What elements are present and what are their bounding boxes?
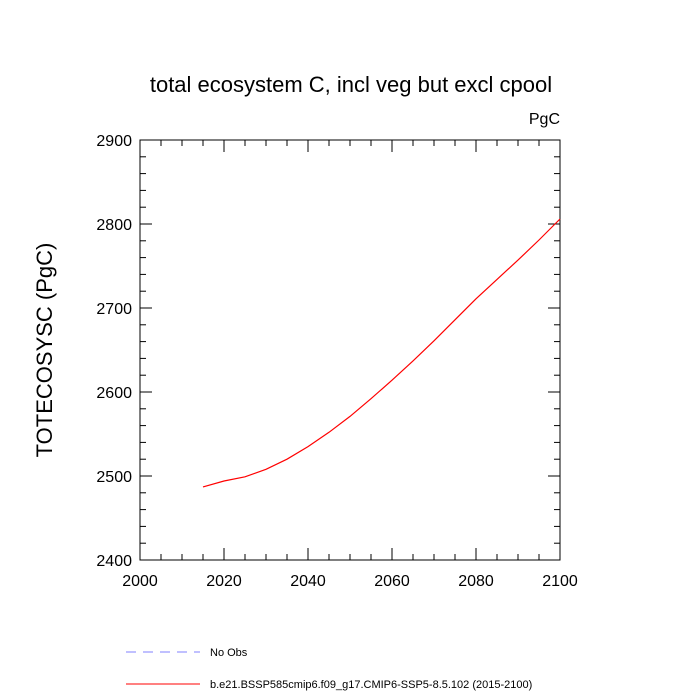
x-tick-label: 2080 <box>458 573 494 590</box>
y-tick-label: 2900 <box>96 133 132 150</box>
x-tick-label: 2000 <box>122 573 158 590</box>
y-tick-label: 2800 <box>96 217 132 234</box>
axis-ticks <box>139 139 561 561</box>
chart-title: total ecosystem C, incl veg but excl cpo… <box>150 72 552 97</box>
tick-labels: 2000 2020 2040 2060 2080 2100 2400 2500 2600 2700… <box>96 133 577 590</box>
plot-frame <box>139 139 561 561</box>
y-tick-label: 2700 <box>96 301 132 318</box>
x-tick-label: 2040 <box>290 573 326 590</box>
units-label: PgC <box>529 111 560 128</box>
x-tick-label: 2060 <box>374 573 410 590</box>
legend-label: b.e21.BSSP585cmip6.f09_g17.CMIP6-SSP5-8.… <box>210 679 532 691</box>
series-line <box>202 218 561 488</box>
y-axis-label: TOTECOSYSC (PgC) <box>32 243 57 458</box>
legend: No Obs b.e21.BSSP585cmip6.f09_g17.CMIP6-S… <box>126 647 532 691</box>
legend-label: No Obs <box>210 647 248 659</box>
y-tick-label: 2500 <box>96 469 132 486</box>
series-lines <box>202 218 561 488</box>
y-tick-label: 2600 <box>96 385 132 402</box>
x-tick-label: 2100 <box>542 573 578 590</box>
y-tick-label: 2400 <box>96 553 132 570</box>
x-tick-label: 2020 <box>206 573 242 590</box>
